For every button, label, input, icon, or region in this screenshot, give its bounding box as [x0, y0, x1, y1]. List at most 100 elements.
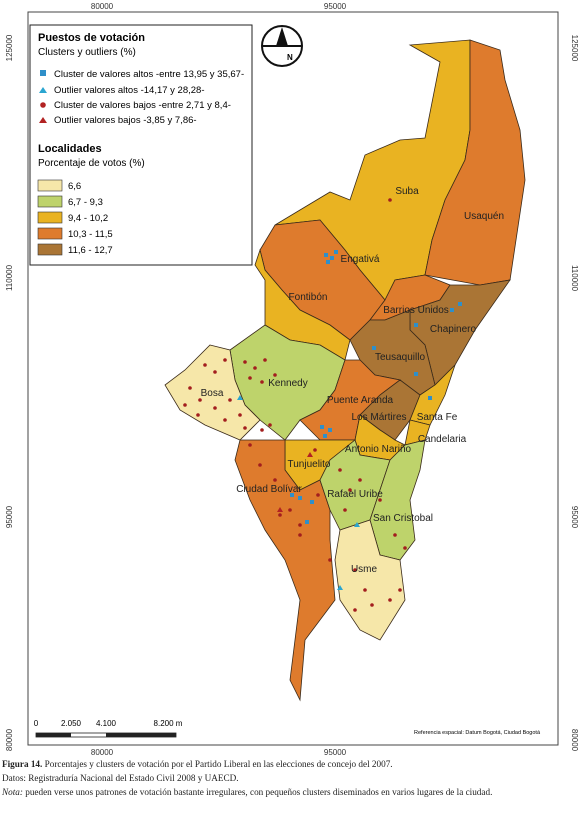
voting-point [248, 376, 252, 380]
legend-swatch [37, 195, 63, 208]
voting-point [188, 386, 192, 390]
note-text: pueden verse unos patrones de votación b… [25, 787, 492, 797]
north-label: N [287, 53, 293, 62]
voting-point [263, 358, 267, 362]
voting-point [298, 496, 302, 500]
locality-label: Usaquén [464, 211, 504, 222]
voting-point [337, 585, 343, 590]
voting-point [260, 428, 264, 432]
figure-text: Porcentajes y clusters de votación por e… [45, 759, 393, 769]
voting-point [326, 260, 330, 264]
voting-point [450, 308, 454, 312]
legend: Puestos de votación Clusters y outliers … [29, 24, 253, 266]
legend-box [29, 24, 253, 266]
coord-label: 95000 [5, 505, 14, 528]
legend-swatch [37, 227, 63, 240]
legend-title: Puestos de votación [38, 32, 145, 44]
voting-point [330, 256, 334, 260]
scale-label: 8.200 m [154, 719, 183, 728]
voting-point [388, 598, 392, 602]
voting-point [238, 413, 242, 417]
locality-label: Engativá [341, 254, 380, 265]
voting-point [354, 522, 360, 527]
locality-label: Chapinero [430, 324, 477, 335]
locality-label: Teusaquillo [375, 352, 425, 363]
legend-item: 10,3 - 11,5 [68, 229, 113, 240]
locality-label: Barrios Unidos [383, 305, 449, 316]
legend-subtitle: Porcentaje de votos (%) [38, 158, 145, 169]
coord-label: 95000 [324, 2, 347, 11]
voting-point [372, 346, 376, 350]
coord-label: 80000 [91, 748, 114, 757]
voting-point [290, 493, 294, 497]
voting-point [298, 533, 302, 537]
voting-point [458, 302, 462, 306]
voting-point [298, 523, 302, 527]
legend-item: Cluster de valores altos -entre 13,95 y … [54, 69, 244, 80]
voting-point [278, 513, 282, 517]
voting-points [183, 198, 462, 612]
voting-point [243, 426, 247, 430]
scale-label: 0 [34, 719, 39, 728]
locality-label: Rafael Uribe [327, 489, 383, 500]
coord-label: 125000 [570, 35, 579, 62]
voting-point [196, 413, 200, 417]
legend-item: Outlier valores bajos -3,85 y 7,86- [54, 115, 197, 126]
voting-point [414, 323, 418, 327]
voting-point [288, 508, 292, 512]
voting-point [228, 398, 232, 402]
locality-label: Usme [351, 564, 378, 575]
voting-point [388, 198, 392, 202]
coord-label: 125000 [5, 34, 14, 61]
voting-point [316, 493, 320, 497]
caption: Figura 14. Porcentajes y clusters de vot… [1, 759, 492, 797]
legend-symbol [40, 70, 46, 76]
scale-label: 2.050 [61, 719, 82, 728]
north-arrow: N [261, 25, 303, 67]
voting-point [203, 363, 207, 367]
coord-label: 95000 [570, 506, 579, 529]
legend-subtitle: Clusters y outliers (%) [38, 47, 136, 58]
coord-label: 95000 [324, 748, 347, 757]
voting-point [223, 418, 227, 422]
voting-point [398, 588, 402, 592]
voting-point [323, 434, 327, 438]
voting-point [414, 372, 418, 376]
voting-point [358, 478, 362, 482]
voting-point [324, 253, 328, 257]
legend-item: Cluster de valores bajos -entre 2,71 y 8… [54, 100, 231, 111]
legend-title: Localidades [38, 143, 102, 155]
voting-point [328, 558, 332, 562]
voting-point [338, 468, 342, 472]
voting-point [403, 546, 407, 550]
locality-label: San Cristobal [373, 513, 433, 524]
voting-point [198, 398, 202, 402]
coord-label: 110000 [570, 265, 579, 292]
locality-label: Kennedy [268, 378, 307, 389]
locality-label: Candelaria [418, 434, 467, 445]
voting-point [353, 568, 357, 572]
locality-label: Puente Aranda [327, 395, 394, 406]
voting-point [334, 250, 338, 254]
voting-point [277, 507, 283, 512]
voting-point [378, 498, 382, 502]
voting-point [313, 448, 317, 452]
figure-source: Datos: Registraduría Nacional del Estado… [2, 773, 239, 783]
legend-item: 9,4 - 10,2 [68, 213, 108, 224]
locality-label: Antonio Nariño [345, 444, 412, 455]
locality-label: Los Mártires [351, 412, 406, 423]
legend-swatch [37, 179, 63, 192]
voting-point [310, 500, 314, 504]
voting-point [237, 395, 243, 400]
voting-point [428, 396, 432, 400]
voting-point [353, 608, 357, 612]
locality-label: Ciudad Bolívar [236, 484, 302, 495]
legend-symbol [39, 87, 47, 93]
locality-label: Santa Fe [417, 412, 458, 423]
legend-item: 6,6 [68, 181, 81, 192]
note-label: Nota: [1, 787, 23, 797]
figure-label: Figura 14. [2, 759, 42, 769]
locality-labels: Suba Usaquén Engativá Fontibón Barrios U… [201, 186, 504, 575]
coord-label: 110000 [5, 264, 14, 291]
